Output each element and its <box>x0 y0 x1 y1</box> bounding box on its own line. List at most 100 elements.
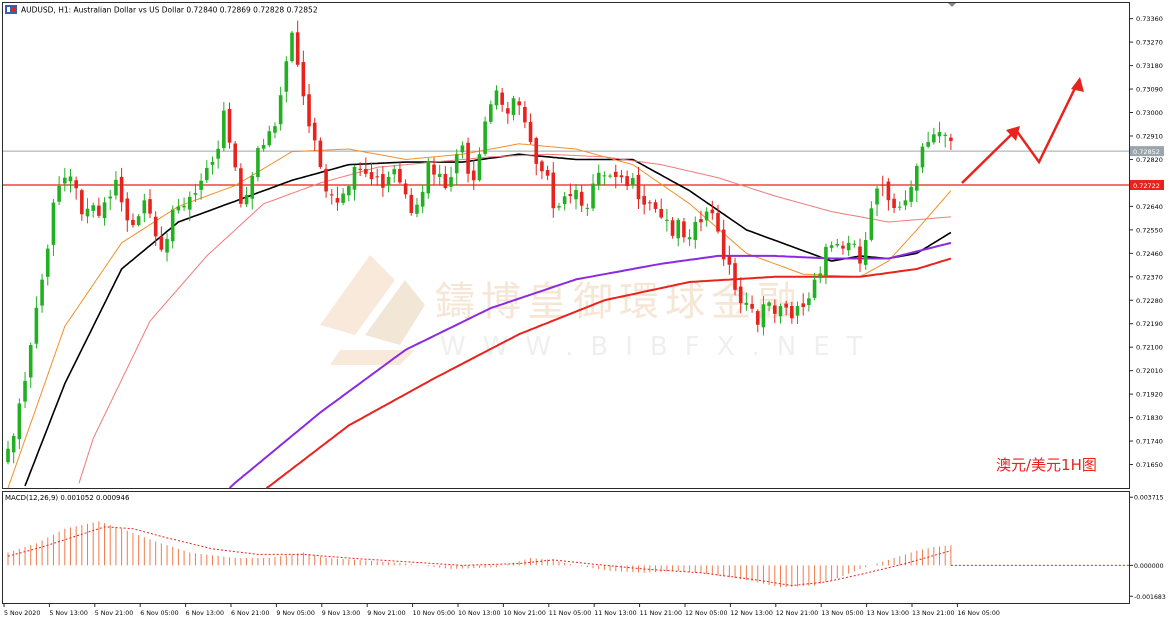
candle-bull <box>176 206 181 211</box>
candle-bull <box>420 191 425 207</box>
candle-bull <box>932 134 936 143</box>
candle-bear <box>74 180 78 189</box>
candle-bull <box>199 180 203 190</box>
macd-y-tick-label: 0.000000 <box>1134 563 1164 570</box>
candle-bull <box>693 221 698 240</box>
candle-bull <box>165 239 169 253</box>
candle-bull <box>863 239 868 265</box>
candle-bear <box>750 303 754 309</box>
candle-bull <box>250 175 255 199</box>
candle-bull <box>812 279 817 298</box>
candle-bull <box>778 306 783 317</box>
candle-bull <box>477 154 482 181</box>
candle-bear <box>659 208 663 218</box>
macd-title: MACD(12,26,9) 0.001052 0.000946 <box>5 494 130 502</box>
candle-bull <box>920 146 925 168</box>
candle-bull <box>489 104 493 122</box>
x-tick-label: 13 Nov 21:00 <box>912 610 954 617</box>
candle-bear <box>551 172 556 209</box>
x-tick-label: 11 Nov 13:00 <box>594 610 636 617</box>
candle-bear <box>335 198 340 203</box>
candle-bear <box>738 286 743 304</box>
chart-annotation: 澳元/美元1H图 <box>996 456 1097 474</box>
candle-bull <box>665 219 669 221</box>
candle-bull <box>347 186 351 196</box>
candle-bear <box>119 176 124 203</box>
candle-bull <box>869 208 874 240</box>
candle-bear <box>307 94 311 127</box>
candle-bear <box>528 121 533 142</box>
candle-bear <box>625 176 629 187</box>
ma-line-4 <box>228 241 952 489</box>
candle-bear <box>239 168 243 204</box>
candle-bull <box>483 121 487 154</box>
candle-bear <box>364 168 368 174</box>
candle-bear <box>517 101 521 106</box>
x-tick-label: 11 Nov 21:00 <box>640 610 682 617</box>
y-tick-label: 0.71830 <box>1136 414 1163 422</box>
candle-bear <box>159 236 164 250</box>
candle-bull <box>28 345 33 378</box>
candle-bull <box>267 131 272 146</box>
x-tick-label: 10 Nov 05:00 <box>413 610 455 617</box>
x-tick-label: 11 Nov 05:00 <box>549 610 591 617</box>
candle-bull <box>91 205 95 211</box>
candle-bull <box>846 242 851 251</box>
candle-bull <box>187 196 192 210</box>
candle-bull <box>767 302 771 306</box>
x-tick-label: 13 Nov 05:00 <box>821 610 863 617</box>
level-price-box <box>1130 180 1164 191</box>
candle-bull <box>352 166 357 190</box>
candle-bull <box>494 90 499 106</box>
y-tick-label: 0.72280 <box>1136 297 1163 305</box>
candle-bull <box>11 435 16 453</box>
candle-bull <box>437 173 442 178</box>
candle-bull <box>875 188 879 205</box>
candle-bear <box>699 219 703 223</box>
candle-bear <box>773 305 777 314</box>
candle-bear <box>153 216 158 237</box>
y-tick-label: 0.73090 <box>1136 86 1163 94</box>
candle-bear <box>653 202 658 209</box>
candle-bull <box>585 207 590 209</box>
candle-bear <box>500 92 504 105</box>
candle-bear <box>375 176 379 178</box>
y-tick-label: 0.73180 <box>1136 62 1163 70</box>
candle-bear <box>329 194 334 196</box>
candle-bull <box>392 169 397 175</box>
x-tick-label: 10 Nov 21:00 <box>503 610 545 617</box>
candle-bear <box>443 173 448 189</box>
candle-bull <box>210 161 215 165</box>
candle-bull <box>273 126 277 133</box>
candle-bull <box>216 148 220 159</box>
candle-bear <box>398 169 402 183</box>
projection-arrowhead-2 <box>1071 77 1084 92</box>
candle-bear <box>733 263 737 290</box>
candle-bull <box>102 202 107 219</box>
candle-bull <box>284 61 289 92</box>
candle-bear <box>619 175 624 178</box>
candle-bull <box>170 209 175 242</box>
candle-bull <box>222 110 226 149</box>
candle-bear <box>648 202 652 204</box>
candle-bull <box>261 144 266 149</box>
candle-bear <box>613 171 618 177</box>
candle-bear <box>545 170 550 176</box>
y-tick-label: 0.72910 <box>1136 132 1163 140</box>
candle-bull <box>909 186 913 202</box>
x-tick-label: 9 Nov 13:00 <box>322 610 360 617</box>
candle-bull <box>85 208 90 217</box>
candle-bull <box>17 403 22 440</box>
candle-bull <box>676 219 681 239</box>
candle-bull <box>602 175 607 177</box>
candle-bull <box>903 200 908 206</box>
x-tick-label: 6 Nov 21:00 <box>231 610 269 617</box>
candle-bull <box>829 245 834 248</box>
y-tick-label: 0.73270 <box>1136 39 1163 47</box>
candle-bear <box>295 32 300 65</box>
candle-bear <box>636 174 641 200</box>
candle-bull <box>23 380 27 402</box>
candle-bear <box>790 305 794 319</box>
